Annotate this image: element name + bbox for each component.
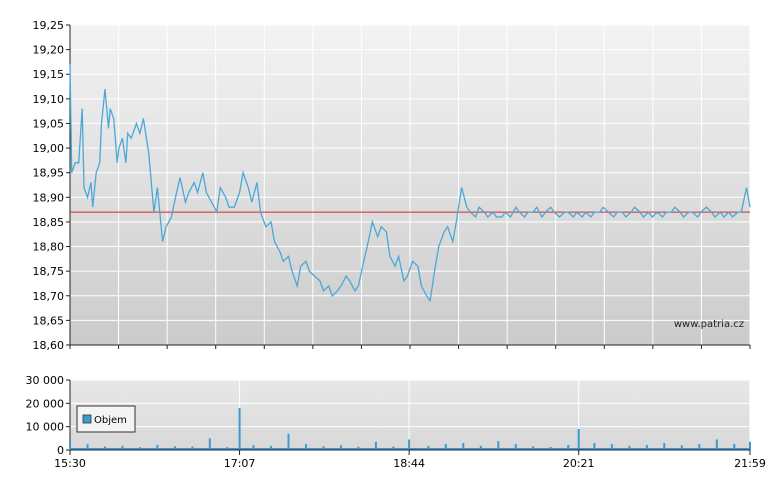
volume-bar bbox=[374, 441, 377, 450]
volume-bar bbox=[733, 443, 736, 450]
price-y-tick-label: 18,65 bbox=[33, 314, 65, 327]
price-y-tick-label: 19,10 bbox=[33, 93, 65, 106]
volume-bar bbox=[121, 445, 124, 450]
price-y-tick-label: 18,90 bbox=[33, 191, 65, 204]
volume-bar bbox=[663, 443, 666, 450]
watermark: www.patria.cz bbox=[674, 319, 744, 330]
volume-bar bbox=[86, 444, 89, 450]
volume-bar bbox=[427, 445, 430, 450]
volume-bar bbox=[593, 443, 596, 450]
volume-bar bbox=[462, 443, 465, 450]
legend-swatch bbox=[82, 414, 92, 424]
volume-bar bbox=[497, 441, 500, 450]
volume-y-ticks: 30 000 20 000 10 000 0 bbox=[26, 374, 71, 457]
volume-bar bbox=[408, 439, 411, 450]
volume-bar bbox=[238, 408, 241, 450]
volume-y-tick-label: 10 000 bbox=[26, 421, 65, 434]
volume-bar bbox=[305, 444, 307, 450]
volume-bar bbox=[69, 443, 71, 450]
price-panel: 19,25 19,20 19,15 19,10 19,05 19,00 18,95 18,90… bbox=[33, 19, 751, 352]
price-y-ticks: 19,25 19,20 19,15 19,10 19,05 19,00 18,95 18,90… bbox=[33, 19, 751, 352]
price-y-tick-label: 19,15 bbox=[33, 68, 65, 81]
volume-x-tick-label: 17:07 bbox=[224, 457, 256, 470]
volume-plot-background bbox=[70, 380, 750, 450]
volume-bar bbox=[680, 445, 683, 450]
volume-bar bbox=[749, 441, 751, 450]
volume-bar bbox=[645, 444, 648, 450]
volume-bar bbox=[340, 445, 342, 450]
volume-bar bbox=[577, 429, 580, 450]
price-y-tick-label: 19,05 bbox=[33, 117, 65, 130]
price-series-line bbox=[69, 64, 751, 303]
volume-bar bbox=[567, 444, 570, 450]
price-y-tick-label: 18,75 bbox=[33, 265, 65, 278]
volume-bar bbox=[698, 444, 701, 450]
volume-x-tick-label: 15:30 bbox=[54, 457, 86, 470]
volume-bar bbox=[270, 445, 272, 450]
volume-bar bbox=[628, 445, 631, 450]
price-y-tick-label: 19,20 bbox=[33, 44, 65, 57]
volume-bar bbox=[514, 444, 517, 450]
volume-panel: 30 000 20 000 10 000 0 15:30 17:07 18:44 20:21… bbox=[26, 374, 766, 470]
volume-bar bbox=[208, 438, 211, 450]
volume-x-ticks: 15:30 17:07 18:44 20:21 21:59 bbox=[54, 450, 766, 470]
volume-x-tick-label: 20:21 bbox=[563, 457, 595, 470]
price-y-tick-label: 19,00 bbox=[33, 142, 65, 155]
price-y-tick-label: 18,95 bbox=[33, 167, 65, 180]
volume-bars bbox=[69, 408, 751, 450]
volume-bar bbox=[252, 445, 255, 450]
price-y-tick-label: 18,85 bbox=[33, 216, 65, 229]
volume-bar bbox=[610, 444, 613, 450]
legend-label: Objem bbox=[94, 415, 127, 426]
volume-bar bbox=[287, 433, 290, 450]
volume-bar bbox=[156, 444, 159, 450]
volume-y-tick-label: 20 000 bbox=[26, 397, 65, 410]
price-y-tick-label: 18,60 bbox=[33, 339, 65, 352]
volume-baseline-band bbox=[70, 448, 750, 450]
volume-x-tick-label: 21:59 bbox=[734, 457, 766, 470]
volume-y-tick-label: 0 bbox=[57, 444, 64, 457]
volume-bar bbox=[444, 443, 447, 450]
price-y-tick-label: 18,70 bbox=[33, 290, 65, 303]
volume-y-tick-label: 30 000 bbox=[26, 374, 65, 387]
price-y-tick-label: 19,25 bbox=[33, 19, 65, 32]
volume-bar bbox=[715, 439, 718, 450]
price-y-tick-label: 18,80 bbox=[33, 241, 65, 254]
volume-legend: Objem bbox=[76, 405, 136, 433]
volume-x-tick-label: 18:44 bbox=[393, 457, 425, 470]
volume-bar bbox=[479, 445, 482, 450]
